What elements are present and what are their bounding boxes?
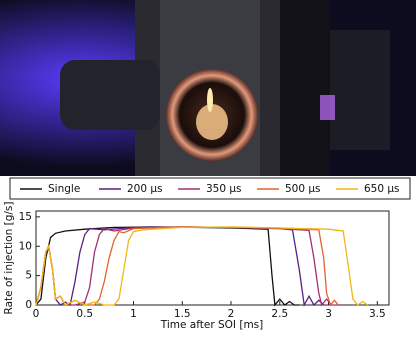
x-tick-label: 2 xyxy=(228,308,235,320)
legend-label: 650 µs xyxy=(364,183,400,195)
y-tick-label: 0 xyxy=(25,299,32,311)
x-axis-label: Time after SOI [ms] xyxy=(160,319,263,331)
y-tick-label: 5 xyxy=(25,270,32,282)
series-line xyxy=(35,226,325,308)
series-line xyxy=(35,226,337,307)
x-tick-label: 3.5 xyxy=(369,308,386,320)
series-line xyxy=(35,226,368,306)
legend-box xyxy=(9,177,411,200)
x-tick-label: 1.5 xyxy=(174,308,191,320)
x-tick-label: 0 xyxy=(33,308,40,320)
x-tick-label: 1 xyxy=(130,308,137,320)
photo xyxy=(0,0,416,176)
y-tick-label: 10 xyxy=(19,240,32,252)
series-line xyxy=(35,226,300,307)
x-tick-label: 0.5 xyxy=(76,308,93,320)
plot-frame xyxy=(35,210,390,306)
legend-label: 500 µs xyxy=(285,183,321,195)
y-tick-label: 15 xyxy=(19,211,32,223)
x-tick-label: 2.5 xyxy=(271,308,288,320)
x-tick-label: 3 xyxy=(325,308,332,320)
y-axis-label: Rate of injection [g/s] xyxy=(3,202,15,315)
legend-label: 200 µs xyxy=(127,183,163,195)
legend-label: Single xyxy=(48,183,80,195)
legend-label: 350 µs xyxy=(206,183,242,195)
series-line xyxy=(35,226,339,307)
